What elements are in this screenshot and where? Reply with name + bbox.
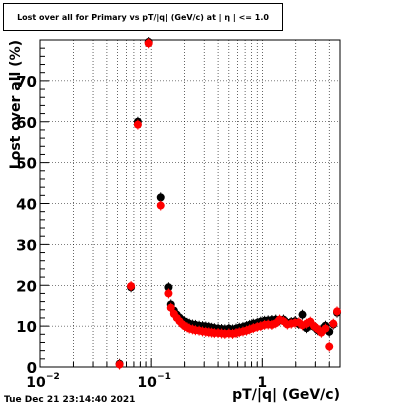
red-data-point xyxy=(133,120,142,129)
red-data-point xyxy=(329,319,338,328)
x-tick-exponent: −1 xyxy=(157,372,171,382)
red-data-point xyxy=(325,342,334,351)
y-tick-label: 10 xyxy=(16,318,37,336)
y-tick-labels: 0 10 20 30 40 50 60 70 xyxy=(16,73,37,377)
y-tick-label: 60 xyxy=(16,114,37,132)
chart-title-box: Lost over all for Primary vs pT/|q| (GeV… xyxy=(3,3,283,31)
axis-ticks xyxy=(39,39,341,368)
x-tick-label: 10 xyxy=(137,375,157,391)
y-tick-label: 40 xyxy=(16,196,37,214)
y-tick-label: 0 xyxy=(27,359,37,377)
x-axis-title: pT/|q| (GeV/c) xyxy=(232,387,340,403)
y-tick-label: 20 xyxy=(16,277,37,295)
x-tick-label: 10 xyxy=(26,375,46,391)
black-data-point xyxy=(164,283,173,292)
data-points xyxy=(115,37,342,370)
red-data-point xyxy=(127,282,136,291)
red-data-point xyxy=(321,324,330,333)
black-data-point xyxy=(156,193,165,202)
red-data-point xyxy=(166,303,175,312)
red-data-point xyxy=(115,360,124,369)
y-tick-label: 70 xyxy=(16,73,37,91)
black-data-point xyxy=(298,310,307,319)
red-data-point xyxy=(156,201,165,210)
x-tick-exponent: −2 xyxy=(46,372,60,382)
red-data-point xyxy=(164,289,173,298)
x-tick-labels: 10 −2 10 −1 1 xyxy=(26,372,267,391)
y-tick-label: 50 xyxy=(16,155,37,173)
y-axis-title: Lost over all (%) xyxy=(8,40,24,169)
chart-title: Lost over all for Primary vs pT/|q| (GeV… xyxy=(17,12,269,22)
red-data-point xyxy=(144,39,153,48)
red-data-point xyxy=(333,307,342,316)
x-tick-label: 1 xyxy=(257,375,267,391)
y-tick-label: 30 xyxy=(16,236,37,254)
timestamp: Tue Dec 21 23:14:40 2021 xyxy=(4,395,136,405)
